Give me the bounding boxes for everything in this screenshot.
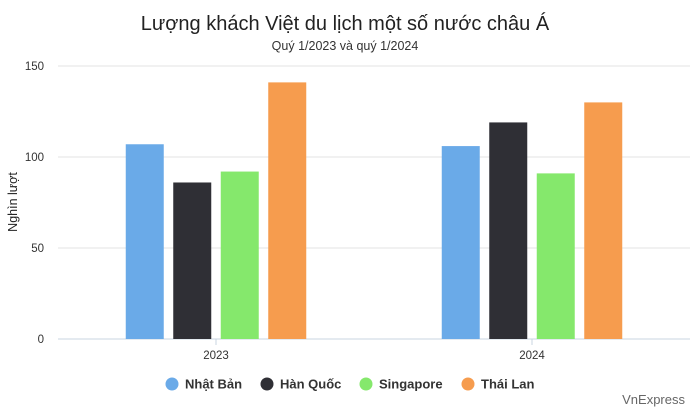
y-axis-label: Nghìn lượt xyxy=(6,172,20,232)
bar[interactable] xyxy=(489,122,528,339)
bar[interactable] xyxy=(441,146,480,339)
y-tick-label: 100 xyxy=(25,152,44,164)
bar[interactable] xyxy=(584,102,623,340)
legend-item[interactable]: Nhật Bản xyxy=(165,377,243,392)
legend[interactable]: Nhật Bản Hàn Quốc Singapore Thái Lan xyxy=(165,377,535,392)
legend-label: Singapore xyxy=(379,377,443,392)
bars xyxy=(125,82,623,340)
chart-subtitle: Quý 1/2023 và quý 1/2024 xyxy=(272,39,419,53)
y-tick-label: 150 xyxy=(25,61,44,73)
credit-text: VnExpress xyxy=(622,392,685,407)
bar[interactable] xyxy=(173,182,212,339)
legend-label: Nhật Bản xyxy=(185,377,242,392)
legend-label: Thái Lan xyxy=(481,377,535,392)
legend-item[interactable]: Hàn Quốc xyxy=(260,377,342,392)
y-tick-label: 50 xyxy=(31,243,44,255)
legend-item[interactable]: Thái Lan xyxy=(461,377,535,392)
x-tick-label: 2024 xyxy=(519,350,545,362)
bar[interactable] xyxy=(220,171,259,339)
legend-marker xyxy=(165,377,179,391)
legend-marker xyxy=(260,377,274,391)
chart-title: Lượng khách Việt du lịch một số nước châ… xyxy=(141,12,550,35)
y-tick-label: 0 xyxy=(38,334,44,346)
legend-item[interactable]: Singapore xyxy=(359,377,443,392)
legend-marker xyxy=(359,377,373,391)
bar[interactable] xyxy=(536,173,575,339)
tick-labels: 0 50 100 150 2023 2024 xyxy=(25,61,546,362)
bar[interactable] xyxy=(125,144,164,339)
bar[interactable] xyxy=(268,82,307,339)
legend-marker xyxy=(461,377,475,391)
x-tick-label: 2023 xyxy=(203,350,229,362)
legend-label: Hàn Quốc xyxy=(280,377,341,392)
